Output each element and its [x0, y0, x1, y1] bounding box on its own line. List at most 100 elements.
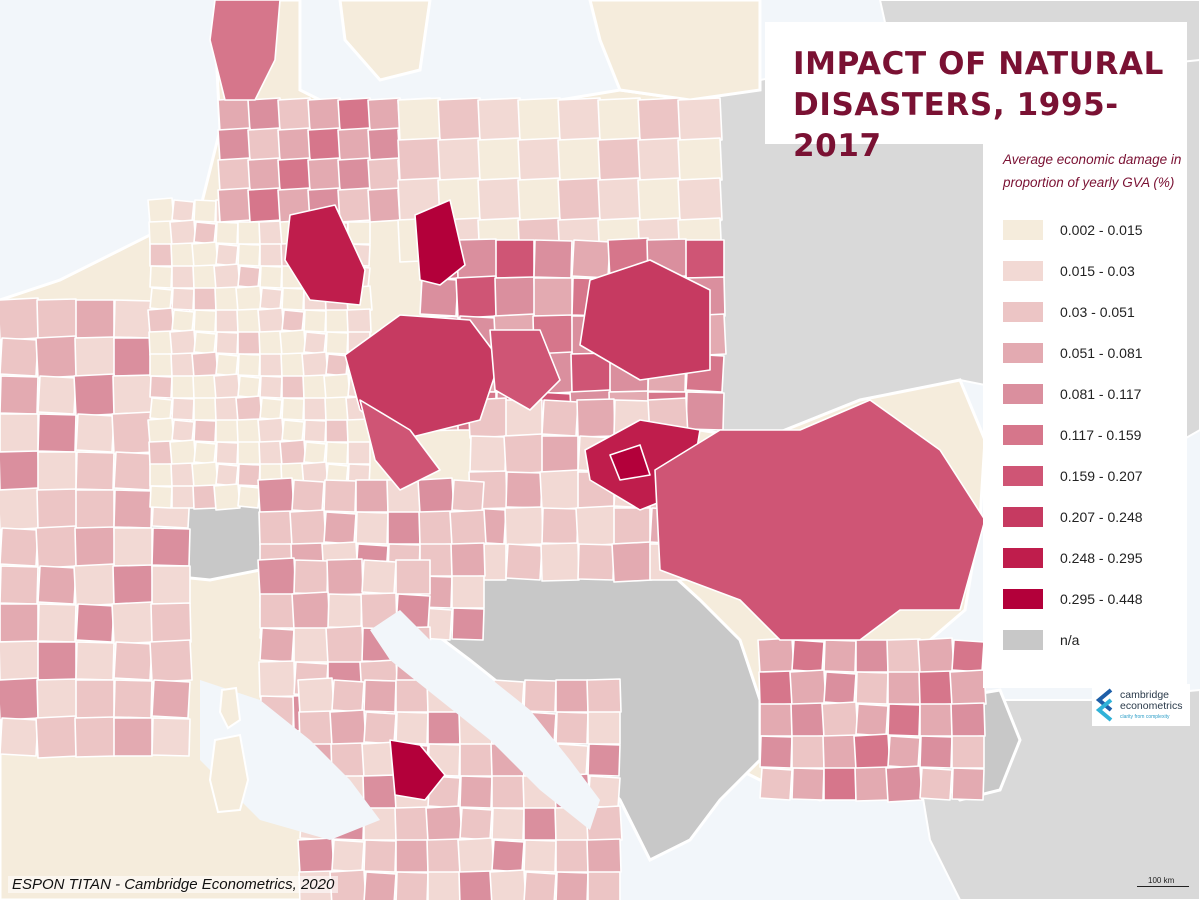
- region-poland-north: [677, 137, 723, 183]
- region-poland-south: [455, 275, 499, 319]
- region-bulgaria: [821, 701, 859, 739]
- region-west: [74, 716, 116, 758]
- region-italy-south: [329, 709, 367, 747]
- region-italy-south: [363, 871, 397, 900]
- region-germany: [192, 484, 218, 510]
- region-hungary: [539, 469, 581, 511]
- region-west: [0, 450, 40, 492]
- legend-label: 0.03 - 0.051: [1060, 303, 1135, 320]
- region-germany: [149, 397, 173, 421]
- region-germany: [258, 440, 284, 466]
- region-west: [37, 375, 77, 415]
- region-poland-north: [637, 177, 683, 223]
- logo-text: cambridge econometrics clarity from comp…: [1120, 689, 1183, 721]
- legend-label: 0.081 - 0.117: [1060, 385, 1142, 402]
- region-germany: [214, 286, 240, 312]
- region-italy-south: [331, 839, 365, 873]
- legend-label: 0.051 - 0.081: [1060, 344, 1143, 361]
- region-italy-south: [491, 839, 525, 873]
- region-italy-south: [459, 807, 493, 841]
- region-germany: [170, 462, 196, 488]
- region-italy-south: [363, 679, 397, 713]
- region-west: [73, 563, 117, 607]
- region-romania: [654, 399, 986, 641]
- logo-name-line-1: cambridge: [1120, 689, 1170, 701]
- region-west: [36, 678, 78, 720]
- region-west: [113, 451, 153, 491]
- region-germany: [148, 220, 174, 246]
- region-bulgaria: [789, 669, 827, 707]
- region-poland-south: [685, 239, 725, 279]
- region-bulgaria: [951, 639, 985, 673]
- legend-row: 0.248 - 0.295: [1003, 537, 1187, 578]
- region-germany: [303, 309, 327, 333]
- region-west: [113, 337, 153, 377]
- region-italy-south: [363, 839, 397, 873]
- region-germany: [237, 441, 261, 465]
- region-north-germany: [337, 157, 373, 193]
- region-germany: [281, 375, 305, 399]
- region-germany: [171, 309, 195, 333]
- cambridge-econometrics-logo: cambridge econometrics clarity from comp…: [1092, 684, 1190, 726]
- region-poland-south: [685, 391, 725, 431]
- logo-name-line-2: econometrics: [1120, 700, 1183, 712]
- region-germany: [148, 330, 174, 356]
- region-germany: [215, 331, 239, 355]
- region-germany: [346, 308, 372, 334]
- sardinia-island: [208, 733, 250, 814]
- region-germany: [215, 309, 239, 333]
- region-north-germany: [217, 187, 253, 223]
- region-italy-south: [523, 839, 557, 873]
- region-germany: [301, 351, 329, 379]
- region-germany: [215, 441, 239, 465]
- region-italy-south: [586, 838, 622, 874]
- legend-swatch: [1003, 424, 1043, 445]
- region-poland-south: [495, 239, 535, 279]
- region-germany: [193, 199, 217, 223]
- region-germany: [325, 309, 349, 333]
- region-poland-north: [397, 97, 443, 143]
- region-italy-south: [586, 678, 622, 714]
- region-west: [151, 565, 191, 605]
- title-box: IMPACT OF NATURAL DISASTERS, 1995-2017: [765, 22, 1187, 164]
- region-austria: [449, 509, 487, 547]
- region-italy-south: [555, 679, 589, 713]
- region-west: [37, 641, 77, 681]
- region-west: [113, 299, 153, 339]
- region-austria: [257, 477, 295, 515]
- region-north-germany: [337, 127, 373, 163]
- region-hungary: [505, 543, 543, 581]
- region-italy-south: [297, 837, 335, 875]
- region-poland-north: [437, 97, 483, 143]
- region-germany: [149, 243, 173, 267]
- region-austria: [323, 479, 357, 513]
- region-germany: [325, 419, 349, 443]
- region-italy-south: [395, 871, 429, 900]
- region-italy-south: [555, 871, 589, 900]
- region-austria: [450, 542, 486, 578]
- region-germany: [258, 330, 284, 356]
- region-bulgaria: [887, 735, 921, 769]
- region-bulgaria: [886, 638, 922, 674]
- region-west: [75, 451, 115, 491]
- region-west: [113, 717, 153, 757]
- region-germany: [215, 419, 239, 443]
- legend-caption: Average economic damage in proportion of…: [1003, 152, 1182, 190]
- region-italy-south: [457, 837, 495, 875]
- tyrrhenian-sea: [200, 680, 380, 840]
- region-germany: [280, 352, 306, 378]
- region-west: [0, 413, 39, 453]
- region-austria: [355, 479, 389, 513]
- region-italy-south: [363, 711, 397, 745]
- region-germany: [171, 375, 195, 399]
- region-hungary: [504, 506, 544, 546]
- legend-row: 0.03 - 0.051: [1003, 291, 1187, 332]
- region-west: [0, 565, 39, 605]
- region-italy-north: [291, 591, 331, 631]
- region-italy-north: [326, 558, 364, 596]
- region-west: [73, 373, 117, 417]
- region-west: [37, 413, 77, 453]
- region-west: [112, 374, 154, 416]
- region-germany: [259, 353, 283, 377]
- region-germany: [193, 309, 217, 333]
